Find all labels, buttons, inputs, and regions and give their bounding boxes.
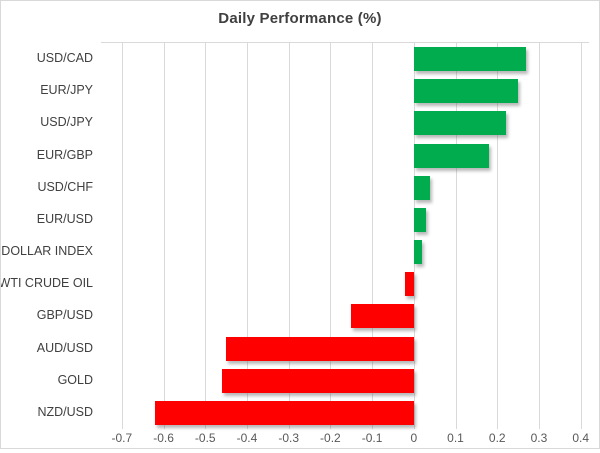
gridline xyxy=(288,43,290,429)
category-label: NZD/USD xyxy=(37,404,93,419)
x-tick-label: 0.4 xyxy=(572,431,589,445)
bar xyxy=(221,368,414,393)
gridline xyxy=(163,43,165,429)
gridline xyxy=(121,43,123,429)
x-tick-label: -0.5 xyxy=(194,431,216,445)
gridline xyxy=(538,43,540,429)
gridline xyxy=(497,43,499,429)
bar xyxy=(413,207,427,232)
gridline xyxy=(372,43,374,429)
x-tick-label: 0.3 xyxy=(530,431,548,445)
category-label: EUR/USD xyxy=(36,211,93,226)
x-tick-label: -0.2 xyxy=(320,431,341,445)
gridline xyxy=(413,43,415,429)
category-label: WTI CRUDE OIL xyxy=(0,276,93,291)
gridline xyxy=(455,43,457,429)
gridline xyxy=(330,43,332,429)
bar xyxy=(226,336,414,361)
x-tick-label: -0.7 xyxy=(111,431,133,445)
x-tick-label: -0.4 xyxy=(236,431,258,445)
bar xyxy=(413,143,489,168)
category-label: USD/JPY xyxy=(40,115,93,130)
bar xyxy=(351,304,414,329)
x-tick-label: -0.6 xyxy=(153,431,174,445)
category-label: USD/CHF xyxy=(37,179,93,194)
category-label: DOLLAR INDEX xyxy=(1,244,93,259)
x-tick-label: 0.1 xyxy=(447,431,464,445)
category-label: GBP/USD xyxy=(36,308,93,323)
x-tick-label: 0.2 xyxy=(488,431,506,445)
gridline xyxy=(580,43,582,429)
bar xyxy=(413,175,431,200)
x-tick-label: -0.3 xyxy=(278,431,300,445)
category-label: AUD/USD xyxy=(36,340,93,355)
bar xyxy=(405,272,414,297)
category-label: EUR/JPY xyxy=(40,83,93,98)
chart-title: Daily Performance (%) xyxy=(218,10,382,27)
category-label: EUR/GBP xyxy=(36,147,93,162)
gridline xyxy=(205,43,207,429)
bar xyxy=(413,79,519,104)
x-tick-label: -0.1 xyxy=(361,431,383,445)
x-tick-label: 0 xyxy=(410,431,418,445)
gridline xyxy=(246,43,248,429)
category-label: GOLD xyxy=(57,372,93,387)
bar xyxy=(413,240,423,265)
bar xyxy=(413,47,527,72)
bar xyxy=(413,111,506,136)
bar xyxy=(155,400,414,425)
plot-area xyxy=(101,42,589,429)
category-label: USD/CAD xyxy=(36,51,93,66)
